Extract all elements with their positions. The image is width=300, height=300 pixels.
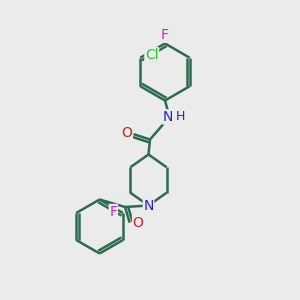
Text: N: N <box>163 110 173 124</box>
Text: F: F <box>110 205 117 218</box>
Text: O: O <box>122 126 132 140</box>
Text: H: H <box>175 110 185 124</box>
Text: O: O <box>133 216 143 230</box>
Text: Cl: Cl <box>145 48 158 62</box>
Text: F: F <box>161 28 169 42</box>
Text: N: N <box>143 199 154 212</box>
